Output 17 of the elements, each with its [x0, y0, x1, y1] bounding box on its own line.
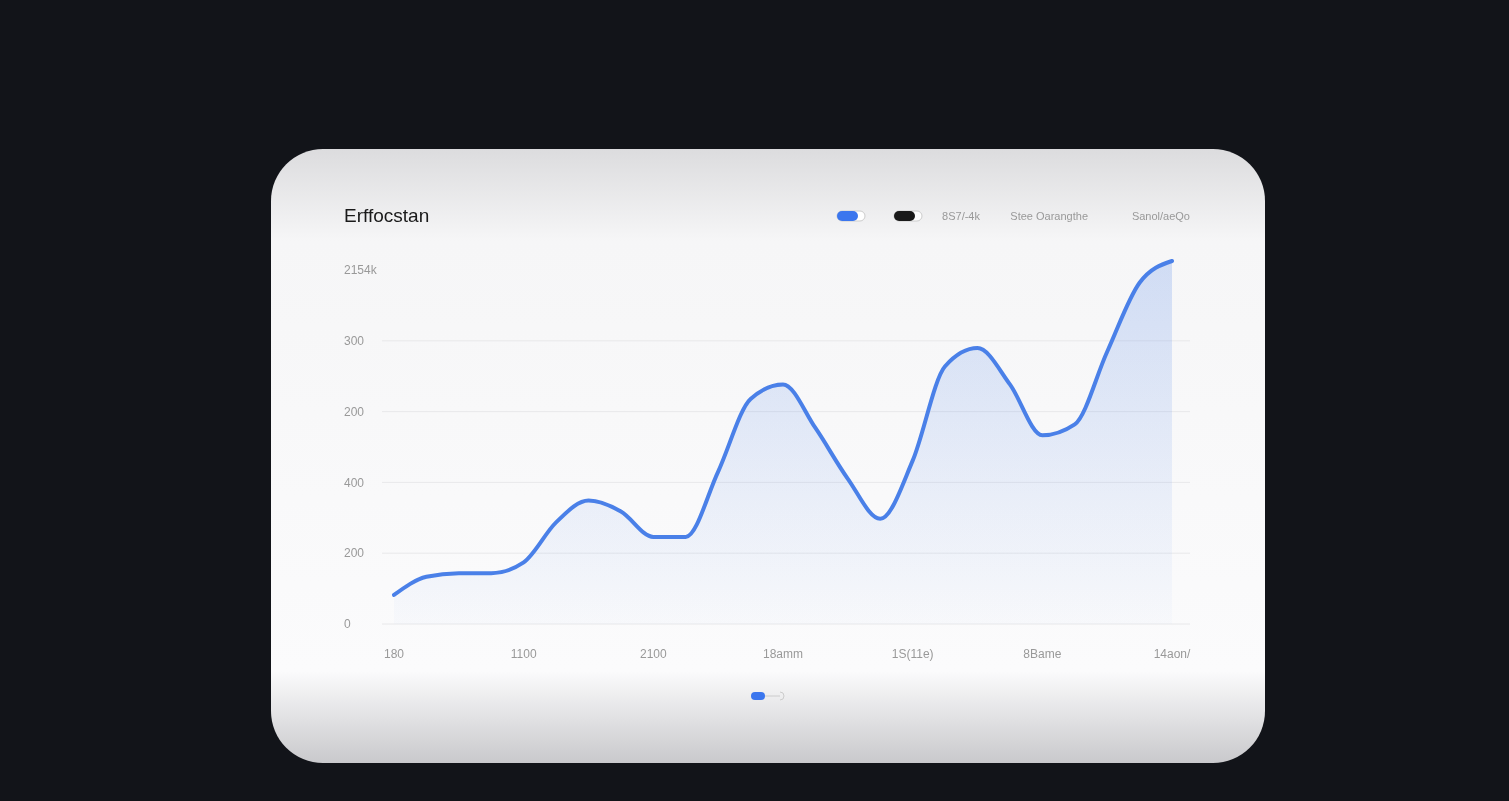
x-tick-label: 180	[383, 647, 405, 661]
text: 300	[344, 334, 365, 348]
x-tick-label: 2100	[639, 647, 667, 661]
x-tick-label: 1S(11e)	[891, 647, 934, 661]
text: Stee Oarangthe	[1010, 210, 1088, 222]
text: Sanol/aeQo	[1131, 210, 1190, 222]
text: 2154k	[344, 263, 378, 277]
text: 0	[344, 617, 351, 631]
x-tick-label: 14aon/	[1153, 647, 1192, 661]
x-tick-label: 1100	[510, 647, 537, 661]
chart-title: Erffocstan	[344, 205, 430, 226]
text: 200	[344, 546, 365, 560]
text: 8S7/-4k	[942, 210, 981, 222]
x-tick-label: 18amm	[762, 647, 804, 661]
text: 400	[344, 476, 365, 490]
x-tick-label: 8Bame	[1023, 647, 1062, 661]
text: 200	[344, 405, 365, 419]
